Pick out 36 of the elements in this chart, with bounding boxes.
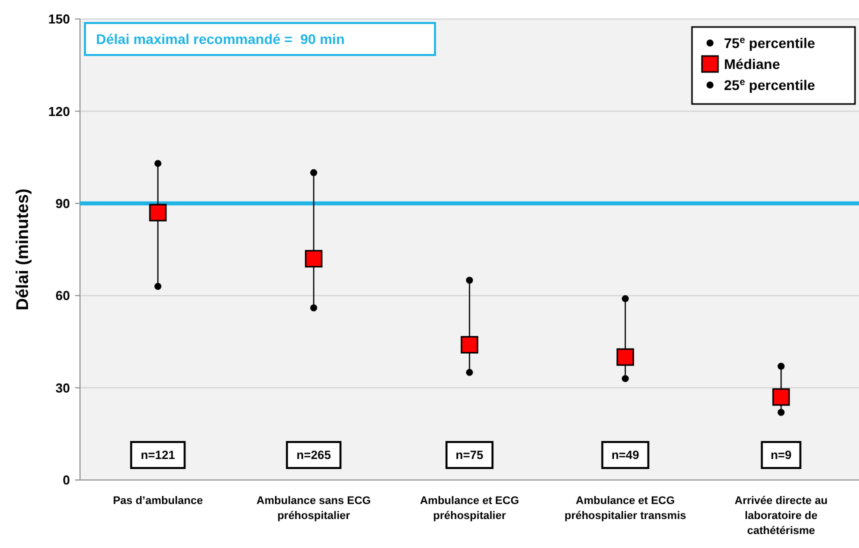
point [616,348,634,366]
x-tick-label: Ambulance et ECG préhospitalier [420,495,520,522]
point [310,169,318,176]
legend-label: 25$^{e}$ percentile [724,76,816,93]
y-tick-label: 120 [48,104,70,119]
point [466,368,473,376]
y-axis-title: Délai (minutes) [13,188,32,310]
ref-line-label: Délai maximal recommandé = 90 min [96,30,345,47]
point [154,160,162,167]
point [460,336,478,354]
annotation: n=75 [456,448,484,462]
point [304,250,322,268]
x-tick-label: Pas d’ambulance [112,495,203,507]
point [154,282,162,290]
legend-label: 75$^{e}$ percentile [724,34,816,51]
point [622,375,629,382]
x-tick-label: Ambulance et ECG préhospitalier transmis [564,495,686,522]
annotation: n=9 [770,448,792,462]
annotation: n=265 [296,448,332,462]
point [149,204,167,222]
annotation: n=121 [140,448,176,462]
y-tick-label: 60 [56,288,70,304]
x-tick-label: Arrivée directe au laboratoire de cathétérisme [734,495,828,537]
point [778,408,785,416]
point [778,362,785,370]
x-tick-label: Ambulance sans ECG préhospitalier [256,495,371,522]
point [622,295,629,302]
y-tick-label: 0 [62,472,70,488]
point [772,388,790,406]
point [310,304,318,312]
y-tick-label: 90 [56,196,70,211]
y-tick-label: 150 [48,12,70,27]
y-tick-label: 30 [56,380,70,396]
legend-label: Médiane [724,56,780,72]
point [466,276,473,284]
annotation: n=49 [611,448,640,462]
